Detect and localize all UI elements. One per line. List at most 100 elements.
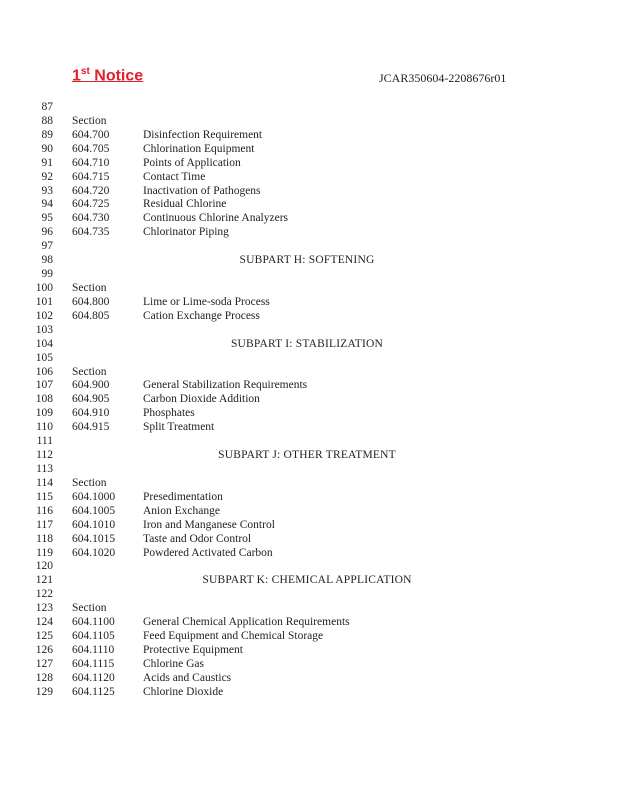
document-line: 100 Section xyxy=(0,282,618,296)
document-line: 101 604.800 Lime or Lime-soda Process xyxy=(0,296,618,310)
line-number: 88 xyxy=(41,114,54,127)
section-number: 604.705 xyxy=(72,142,110,155)
line-number: 116 xyxy=(36,504,53,517)
section-number: 604.1110 xyxy=(72,643,115,656)
document-line: 125 604.1105 Feed Equipment and Chemical S… xyxy=(0,630,618,644)
section-title: Disinfection Requirement xyxy=(143,128,263,141)
section-title: General Chemical Application Requirement… xyxy=(143,616,350,629)
line-number: 129 xyxy=(35,685,53,698)
subpart-heading: SUBPART K: CHEMICAL APPLICATION xyxy=(202,574,412,587)
section-number: 604.1015 xyxy=(72,532,116,545)
section-title: Residual Chlorine xyxy=(143,198,227,211)
line-number: 99 xyxy=(41,268,54,281)
document-line: 116 604.1005 Anion Exchange xyxy=(0,505,618,519)
section-number: Section xyxy=(72,281,107,294)
document-line: 102 604.805 Cation Exchange Process xyxy=(0,310,618,324)
section-title: Anion Exchange xyxy=(143,504,220,517)
line-number: 115 xyxy=(36,490,53,503)
section-number: 604.800 xyxy=(72,295,110,308)
notice-number: 1 xyxy=(72,67,81,85)
section-title: Split Treatment xyxy=(143,421,215,434)
document-line: 94 604.725 Residual Chlorine xyxy=(0,198,618,212)
line-number: 89 xyxy=(41,128,54,141)
line-number: 112 xyxy=(36,449,53,462)
line-number: 98 xyxy=(41,254,54,267)
document-line: 115 604.1000 Presedimentation xyxy=(0,491,618,505)
line-number: 114 xyxy=(36,476,53,489)
line-number: 92 xyxy=(41,170,54,183)
document-line: 103 xyxy=(0,324,618,338)
section-title: Phosphates xyxy=(143,407,195,420)
section-title: Chlorination Equipment xyxy=(143,142,255,155)
section-number: 604.1000 xyxy=(72,490,116,503)
document-line: 126 604.1110 Protective Equipment xyxy=(0,644,618,658)
document-line: 95 604.730 Continuous Chlorine Analyzers xyxy=(0,212,618,226)
document-line: 114 Section xyxy=(0,477,618,491)
subpart-heading: SUBPART H: SOFTENING xyxy=(239,254,375,267)
section-number: 604.915 xyxy=(72,421,110,434)
section-number: 604.1120 xyxy=(72,671,115,684)
document-line: 89 604.700 Disinfection Requirement xyxy=(0,129,618,143)
section-number: Section xyxy=(72,114,107,127)
line-number: 111 xyxy=(36,435,53,448)
section-number: 604.725 xyxy=(72,198,110,211)
section-title: Chlorinator Piping xyxy=(143,226,229,239)
section-number: 604.730 xyxy=(72,212,110,225)
section-number: Section xyxy=(72,476,107,489)
notice-suffix: st xyxy=(80,66,90,77)
section-number: 604.1105 xyxy=(72,630,115,643)
document-line: 91 604.710 Points of Application xyxy=(0,157,618,171)
section-title: Iron and Manganese Control xyxy=(143,518,275,531)
document-line: 104 SUBPART I: STABILIZATION xyxy=(0,338,618,352)
section-number: 604.805 xyxy=(72,309,110,322)
document-line: 98 SUBPART H: SOFTENING xyxy=(0,254,618,268)
line-number: 96 xyxy=(41,226,54,239)
line-number: 113 xyxy=(36,462,53,475)
line-number: 103 xyxy=(35,323,53,336)
document-line: 96 604.735 Chlorinator Piping xyxy=(0,226,618,240)
line-number: 97 xyxy=(41,240,54,253)
line-number: 105 xyxy=(35,351,53,364)
line-number: 123 xyxy=(35,602,53,615)
section-number: Section xyxy=(72,365,107,378)
line-number: 110 xyxy=(36,421,53,434)
document-line: 107 604.900 General Stabilization Requirem… xyxy=(0,379,618,393)
line-number: 119 xyxy=(36,546,53,559)
line-number: 104 xyxy=(35,337,53,350)
line-number: 101 xyxy=(35,295,53,308)
document-line: 113 xyxy=(0,463,618,477)
line-number: 94 xyxy=(41,198,54,211)
document-line: 128 604.1120 Acids and Caustics xyxy=(0,672,618,686)
section-title: Powdered Activated Carbon xyxy=(143,546,273,559)
document-line: 111 xyxy=(0,435,618,449)
line-number: 117 xyxy=(36,518,53,531)
document-line: 122 xyxy=(0,588,618,602)
line-number: 121 xyxy=(35,574,53,587)
document-line: 93 604.720 Inactivation of Pathogens xyxy=(0,185,618,199)
section-number: 604.710 xyxy=(72,156,110,169)
section-title: Points of Application xyxy=(143,156,241,169)
first-notice-label: 1st Notice xyxy=(72,66,143,85)
section-title: Lime or Lime-soda Process xyxy=(143,295,270,308)
section-title: Carbon Dioxide Addition xyxy=(143,393,260,406)
section-number: 604.700 xyxy=(72,128,110,141)
section-number: 604.720 xyxy=(72,184,110,197)
document-line: 112 SUBPART J: OTHER TREATMENT xyxy=(0,449,618,463)
line-number: 126 xyxy=(35,643,53,656)
document-line: 124 604.1100 General Chemical Application … xyxy=(0,616,618,630)
document-line: 110 604.915 Split Treatment xyxy=(0,421,618,435)
document-line: 106 Section xyxy=(0,366,618,380)
line-number: 120 xyxy=(35,560,53,573)
line-number: 93 xyxy=(41,184,54,197)
section-title: Cation Exchange Process xyxy=(143,309,260,322)
line-number: 118 xyxy=(36,532,53,545)
line-number: 90 xyxy=(41,142,54,155)
document-line: 129 604.1125 Chlorine Dioxide xyxy=(0,686,618,700)
section-number: 604.910 xyxy=(72,407,110,420)
document-line: 119 604.1020 Powdered Activated Carbon xyxy=(0,547,618,561)
document-line: 127 604.1115 Chlorine Gas xyxy=(0,658,618,672)
section-number: 604.1020 xyxy=(72,546,116,559)
section-title: Chlorine Gas xyxy=(143,657,205,670)
subpart-heading: SUBPART J: OTHER TREATMENT xyxy=(218,449,396,462)
section-number: Section xyxy=(72,602,107,615)
